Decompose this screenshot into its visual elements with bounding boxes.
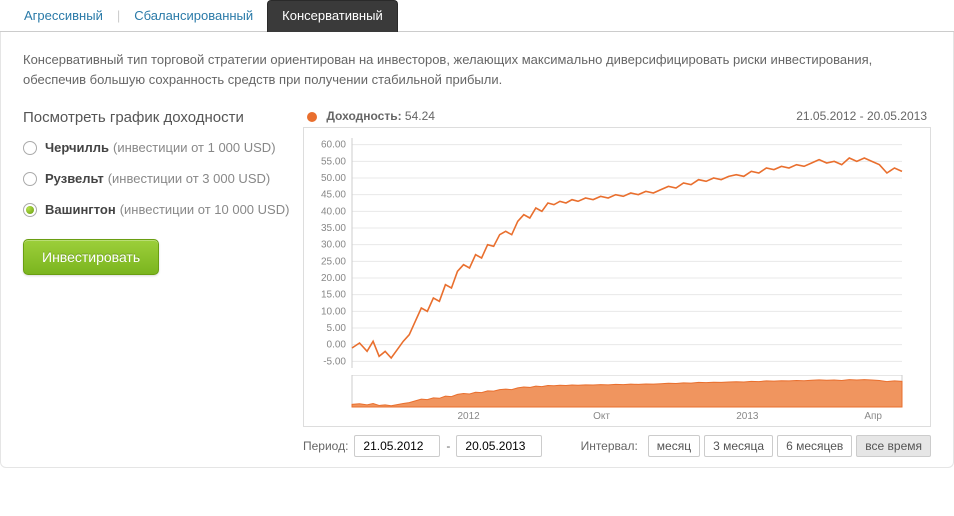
strategy-tabs: Агрессивный | Сбалансированный Консерват… <box>0 0 954 32</box>
portfolio-option-2[interactable]: Вашингтон (инвестиции от 10 000 USD) <box>23 202 303 217</box>
yield-chart: -5.00 0.00 5.00 10.00 15.00 20.00 25.00 30.00 35… <box>312 134 908 372</box>
chart-legend: Доходность: 54.24 <box>307 109 435 123</box>
chart-date-range: 21.05.2012 - 20.05.2013 <box>796 109 927 123</box>
svg-text:2012: 2012 <box>457 411 480 421</box>
interval-button-1[interactable]: 3 месяца <box>704 435 773 457</box>
tab-balanced[interactable]: Сбалансированный <box>120 0 267 31</box>
interval-button-0[interactable]: месяц <box>648 435 700 457</box>
invest-button[interactable]: Инвестировать <box>23 239 159 275</box>
svg-text:30.00: 30.00 <box>321 240 346 251</box>
radio-icon <box>23 172 37 186</box>
period-sep: - <box>446 439 450 453</box>
content-panel: Консервативный тип торговой стратегии ор… <box>0 32 954 468</box>
left-heading: Посмотреть график доходности <box>23 109 303 126</box>
legend-value: 54.24 <box>405 109 435 123</box>
svg-text:50.00: 50.00 <box>321 173 346 184</box>
strategy-description: Консервативный тип торговой стратегии ор… <box>23 50 931 89</box>
portfolio-option-1[interactable]: Рузвельт (инвестиции от 3 000 USD) <box>23 171 303 186</box>
tab-aggressive[interactable]: Агрессивный <box>10 0 117 31</box>
svg-text:25.00: 25.00 <box>321 256 346 267</box>
portfolio-hint: (инвестиции от 10 000 USD) <box>120 202 290 217</box>
period-controls: Период: - Интервал: месяц3 месяца6 месяц… <box>303 435 931 457</box>
portfolio-hint: (инвестиции от 3 000 USD) <box>108 171 271 186</box>
chart-column: Доходность: 54.24 21.05.2012 - 20.05.201… <box>303 109 931 457</box>
svg-text:15.00: 15.00 <box>321 290 346 301</box>
svg-text:5.00: 5.00 <box>327 323 347 334</box>
svg-text:60.00: 60.00 <box>321 140 346 151</box>
portfolio-name: Вашингтон <box>45 202 116 217</box>
svg-text:-5.00: -5.00 <box>323 356 346 367</box>
svg-text:10.00: 10.00 <box>321 306 346 317</box>
svg-text:35.00: 35.00 <box>321 223 346 234</box>
svg-text:Окт: Окт <box>593 411 610 421</box>
chart-container[interactable]: -5.00 0.00 5.00 10.00 15.00 20.00 25.00 30.00 35… <box>303 127 931 427</box>
period-label: Период: <box>303 439 348 453</box>
svg-text:2013: 2013 <box>736 411 759 421</box>
svg-text:0.00: 0.00 <box>327 340 347 351</box>
interval-label: Интервал: <box>581 439 638 453</box>
interval-button-3[interactable]: все время <box>856 435 931 457</box>
period-to-input[interactable] <box>456 435 542 457</box>
legend-dot-icon <box>307 112 317 122</box>
interval-button-2[interactable]: 6 месяцев <box>777 435 852 457</box>
radio-icon <box>23 141 37 155</box>
radio-icon <box>23 203 37 217</box>
legend-label: Доходность: <box>326 109 401 123</box>
svg-text:Апр: Апр <box>864 411 882 421</box>
portfolio-name: Рузвельт <box>45 171 104 186</box>
portfolio-option-0[interactable]: Черчилль (инвестиции от 1 000 USD) <box>23 140 303 155</box>
left-column: Посмотреть график доходности Черчилль (и… <box>23 109 303 457</box>
svg-text:20.00: 20.00 <box>321 273 346 284</box>
svg-text:40.00: 40.00 <box>321 206 346 217</box>
portfolio-name: Черчилль <box>45 140 109 155</box>
svg-text:55.00: 55.00 <box>321 156 346 167</box>
svg-text:45.00: 45.00 <box>321 190 346 201</box>
period-from-input[interactable] <box>354 435 440 457</box>
tab-conservative[interactable]: Консервативный <box>267 0 398 32</box>
portfolio-hint: (инвестиции от 1 000 USD) <box>113 140 276 155</box>
overview-chart[interactable]: 2012 Окт 2013 Апр <box>312 375 908 421</box>
